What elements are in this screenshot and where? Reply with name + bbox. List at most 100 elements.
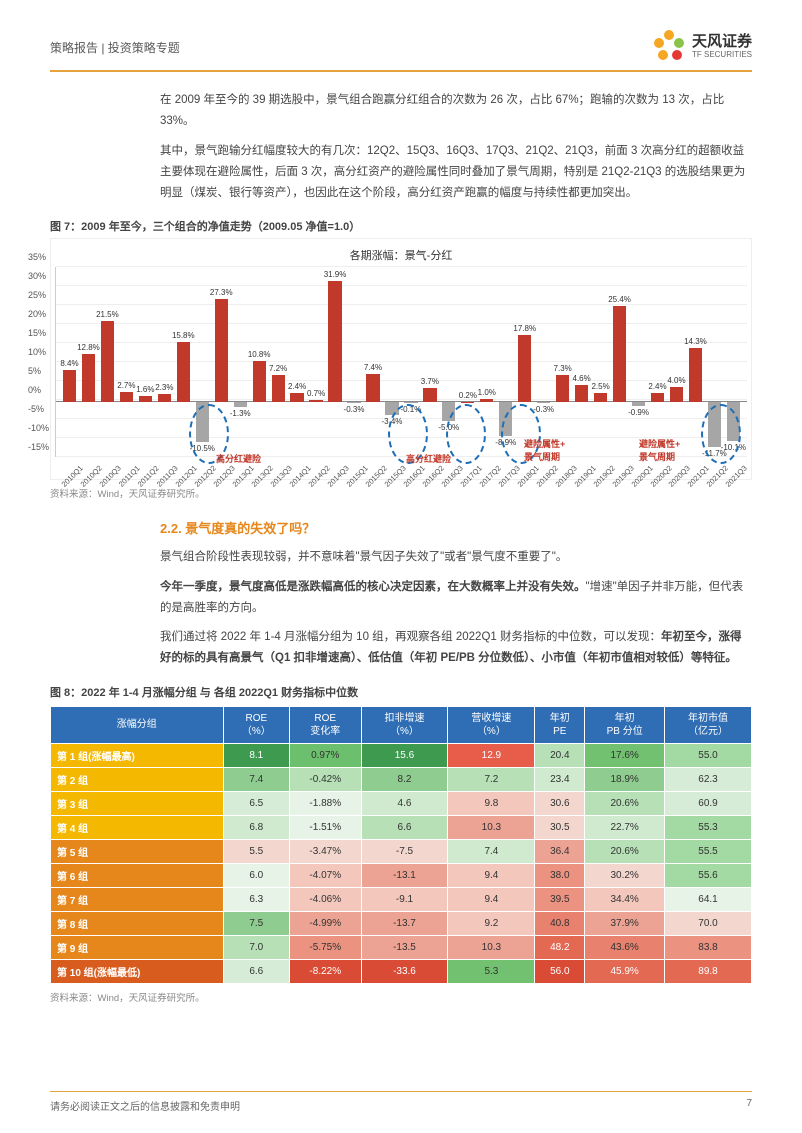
chart-bar: 2.4% [290,393,303,402]
row-label: 第 2 组 [51,767,224,791]
chart-bar: -10.1% [727,402,740,440]
chart-bar: 15.8% [177,342,190,402]
chart-annotation: 避险属性+景气周期 [639,437,680,463]
table-cell: 45.9% [585,959,665,983]
chart-bar: 1.0% [480,399,493,403]
chart-bar: -0.9% [632,402,645,405]
table-cell: 39.5 [535,887,585,911]
chart-bar: 25.4% [613,306,626,403]
chart-annotation: 高分红避险 [216,452,261,465]
table-cell: -1.88% [290,791,362,815]
table-row: 第 1 组(涨幅最高)8.10.97%15.612.920.417.6%55.0 [51,743,752,767]
table-cell: -4.07% [290,863,362,887]
figure8-caption: 图 8：2022 年 1-4 月涨幅分组 与 各组 2022Q1 财务指标中位数 [50,684,752,700]
row-label: 第 8 组 [51,911,224,935]
table-cell: 7.4 [448,839,535,863]
figure7-source: 资料来源：Wind，天风证券研究所。 [50,486,752,500]
table-cell: 18.9% [585,767,665,791]
chart-bar: -0.3% [347,402,360,403]
table-cell: 6.3 [223,887,289,911]
chart-bar: -5.0% [442,402,455,421]
chart-bar: -8.9% [499,402,512,436]
figure8-source: 资料来源：Wind，天风证券研究所。 [50,990,752,1004]
table-cell: 55.3 [665,815,752,839]
chart-bar: 12.8% [82,354,95,403]
table-header: 营收增速（%） [448,706,535,743]
figure7-chart: 各期涨幅：景气-分红 -15%-10%-5%0%5%10%15%20%25%30… [50,238,752,480]
row-label: 第 7 组 [51,887,224,911]
chart-annotation: 高分红避险 [406,452,451,465]
chart-bar: 2.4% [651,393,664,402]
chart-bar: 0.2% [461,402,474,403]
table-cell: 48.2 [535,935,585,959]
table-cell: 6.6 [361,815,448,839]
company-logo: 天风证券 TF SECURITIES [652,30,752,64]
table-cell: 10.3 [448,935,535,959]
chart-bar: 31.9% [328,281,341,402]
page-footer: 请务必阅读正文之后的信息披露和免责申明 7 [50,1091,752,1113]
table-header: 扣非增速（%） [361,706,448,743]
table-cell: 60.9 [665,791,752,815]
table-cell: -7.5 [361,839,448,863]
table-row: 第 10 组(涨幅最低)6.6-8.22%-33.65.356.045.9%89… [51,959,752,983]
chart-bar: 2.3% [158,394,171,403]
table-cell: 9.4 [448,887,535,911]
chart-bar: 3.7% [423,388,436,402]
footer-page-number: 7 [746,1098,752,1113]
table-row: 第 8 组7.5-4.99%-13.79.240.837.9%70.0 [51,911,752,935]
table-cell: 37.9% [585,911,665,935]
table-cell: 55.6 [665,863,752,887]
row-label: 第 3 组 [51,791,224,815]
table-cell: 5.5 [223,839,289,863]
table-cell: -8.22% [290,959,362,983]
table-row: 第 7 组6.3-4.06%-9.19.439.534.4%64.1 [51,887,752,911]
table-row: 第 2 组7.4-0.42%8.27.223.418.9%62.3 [51,767,752,791]
chart-bar: -11.7% [708,402,721,446]
table-row: 第 4 组6.8-1.51%6.610.330.522.7%55.3 [51,815,752,839]
table-row: 第 5 组5.5-3.47%-7.57.436.420.6%55.5 [51,839,752,863]
chart-bar: 2.7% [120,392,133,402]
logo-text-cn: 天风证券 [692,34,752,51]
chart-bar: 14.3% [689,348,702,402]
table-cell: -9.1 [361,887,448,911]
section-2-2-p3: 我们通过将 2022 年 1-4 月涨幅分组为 10 组，再观察各组 2022Q… [160,627,752,670]
row-label: 第 4 组 [51,815,224,839]
table-cell: 9.4 [448,863,535,887]
chart-bar: 27.3% [215,299,228,403]
table-cell: 20.6% [585,791,665,815]
table-cell: 89.8 [665,959,752,983]
chart-bar: 4.0% [670,387,683,402]
table-cell: -0.42% [290,767,362,791]
chart-bar: 4.6% [575,385,588,402]
table-cell: 6.5 [223,791,289,815]
table-cell: 5.3 [448,959,535,983]
chart-bar: 7.2% [272,375,285,402]
table-cell: 7.5 [223,911,289,935]
table-header: 涨幅分组 [51,706,224,743]
table-cell: 20.4 [535,743,585,767]
table-cell: -4.06% [290,887,362,911]
chart-area: -15%-10%-5%0%5%10%15%20%25%30%35%8.4%201… [55,267,747,457]
footer-disclaimer: 请务必阅读正文之后的信息披露和免责申明 [50,1098,240,1113]
chart-bar: 21.5% [101,321,114,403]
table-cell: 30.2% [585,863,665,887]
table-cell: 7.2 [448,767,535,791]
chart-bar: -10.5% [196,402,209,442]
table-cell: 70.0 [665,911,752,935]
table-row: 第 9 组7.0-5.75%-13.510.348.243.6%83.8 [51,935,752,959]
table-cell: 56.0 [535,959,585,983]
chart-bar: 8.4% [63,370,76,402]
chart-bar: -1.3% [234,402,247,407]
table-cell: 64.1 [665,887,752,911]
section-2-2-heading: 2.2. 景气度真的失效了吗？ [160,518,752,537]
chart-title: 各期涨幅：景气-分红 [55,247,747,263]
chart-bar: 1.6% [139,396,152,402]
table-cell: -33.6 [361,959,448,983]
table-header: 年初市值（亿元） [665,706,752,743]
table-row: 第 6 组6.0-4.07%-13.19.438.030.2%55.6 [51,863,752,887]
table-cell: -4.99% [290,911,362,935]
logo-icon [652,30,686,64]
row-label: 第 10 组(涨幅最低) [51,959,224,983]
table-header: ROE（%） [223,706,289,743]
table-cell: 0.97% [290,743,362,767]
